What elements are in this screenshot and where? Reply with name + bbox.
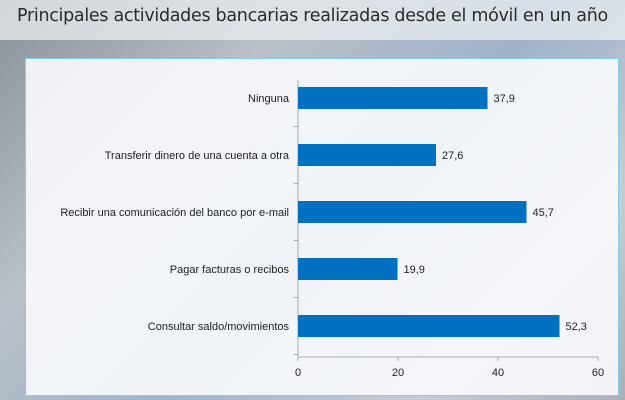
title-band (0, 0, 625, 40)
data-label: 37,9 (494, 93, 515, 105)
bar (298, 144, 436, 166)
category-label: Recibir una comunicación del banco por e… (60, 207, 289, 219)
chart-panel (25, 58, 619, 396)
data-label: 45,7 (533, 207, 554, 219)
category-label: Consultar saldo/movimientos (148, 321, 290, 333)
bar (298, 201, 527, 223)
data-label: 27,6 (442, 150, 463, 162)
x-tick-label: 40 (492, 367, 504, 379)
category-label: Transferir dinero de una cuenta a otra (105, 150, 290, 162)
bar (298, 87, 488, 109)
category-label: Pagar facturas o recibos (170, 264, 290, 276)
x-tick-label: 20 (392, 367, 404, 379)
x-tick-label: 60 (592, 367, 604, 379)
x-tick-label: 0 (295, 367, 301, 379)
bar (298, 315, 560, 337)
category-label: Ninguna (248, 93, 290, 105)
data-label: 52,3 (566, 321, 587, 333)
chart-title: Principales actividades bancarias realiz… (17, 6, 608, 26)
data-label: 19,9 (404, 264, 425, 276)
bar (298, 258, 398, 280)
